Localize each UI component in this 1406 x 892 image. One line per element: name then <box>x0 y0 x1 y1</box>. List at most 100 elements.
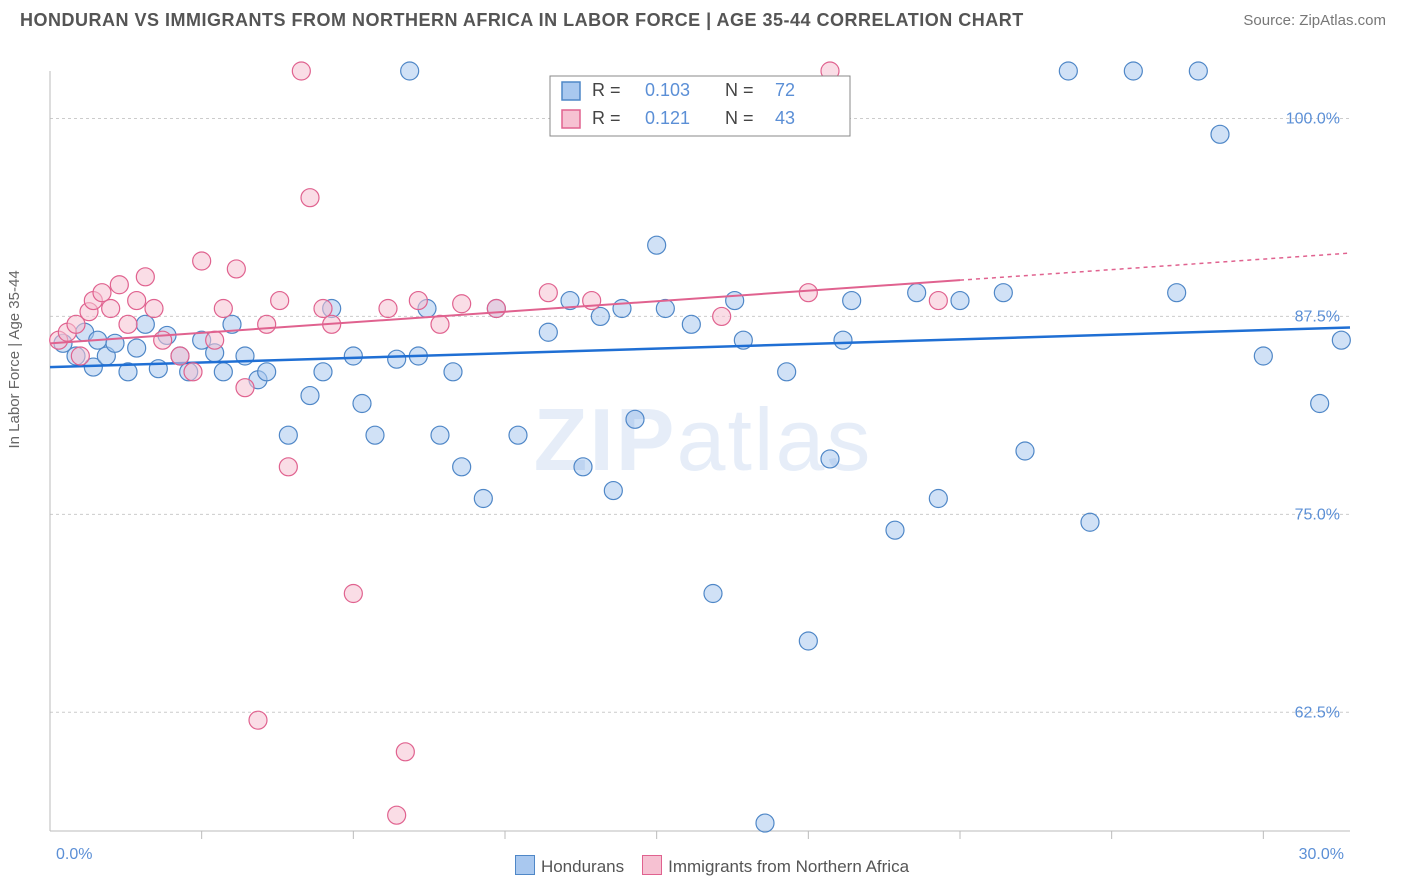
data-point <box>929 292 947 310</box>
data-point <box>487 300 505 318</box>
svg-text:75.0%: 75.0% <box>1295 506 1340 523</box>
data-point <box>344 585 362 603</box>
data-point <box>128 339 146 357</box>
data-point <box>236 379 254 397</box>
data-point <box>1254 347 1272 365</box>
data-point <box>1168 284 1186 302</box>
data-point <box>843 292 861 310</box>
legend-label: Immigrants from Northern Africa <box>668 857 909 876</box>
data-point <box>154 331 172 349</box>
trend-line <box>50 280 960 343</box>
data-point <box>249 711 267 729</box>
legend-swatch <box>515 855 535 875</box>
data-point <box>292 62 310 80</box>
data-point <box>301 387 319 405</box>
chart-title: HONDURAN VS IMMIGRANTS FROM NORTHERN AFR… <box>20 10 1024 31</box>
data-point <box>604 482 622 500</box>
data-point <box>574 458 592 476</box>
data-point <box>279 458 297 476</box>
data-point <box>128 292 146 310</box>
scatter-chart-svg: 62.5%75.0%87.5%100.0%0.0%30.0%R =0.103N … <box>0 31 1406 883</box>
source-link[interactable]: ZipAtlas.com <box>1299 12 1386 29</box>
data-point <box>136 315 154 333</box>
data-point <box>444 363 462 381</box>
data-point <box>704 585 722 603</box>
data-point <box>648 236 666 254</box>
data-point <box>379 300 397 318</box>
data-point <box>1059 62 1077 80</box>
trend-line-dashed <box>960 253 1350 280</box>
data-point <box>136 268 154 286</box>
svg-text:100.0%: 100.0% <box>1286 111 1340 128</box>
data-point <box>271 292 289 310</box>
data-point <box>799 284 817 302</box>
data-point <box>453 295 471 313</box>
data-point <box>1189 62 1207 80</box>
svg-text:43: 43 <box>775 108 795 128</box>
data-point <box>193 252 211 270</box>
data-point <box>539 284 557 302</box>
legend-swatch <box>562 82 580 100</box>
legend-swatch <box>562 110 580 128</box>
svg-text:87.5%: 87.5% <box>1295 308 1340 325</box>
data-point <box>431 426 449 444</box>
data-point <box>1081 513 1099 531</box>
data-point <box>1124 62 1142 80</box>
data-point <box>626 410 644 428</box>
data-point <box>206 331 224 349</box>
svg-text:N =: N = <box>725 80 754 100</box>
data-point <box>834 331 852 349</box>
data-point <box>1211 125 1229 143</box>
data-point <box>171 347 189 365</box>
data-point <box>102 300 120 318</box>
data-point <box>314 363 332 381</box>
data-point <box>951 292 969 310</box>
data-point <box>258 315 276 333</box>
data-point <box>509 426 527 444</box>
bottom-legend: Hondurans Immigrants from Northern Africa <box>0 855 1406 877</box>
data-point <box>539 323 557 341</box>
data-point <box>886 521 904 539</box>
data-point <box>591 307 609 325</box>
data-point <box>396 743 414 761</box>
data-point <box>1311 395 1329 413</box>
svg-text:0.103: 0.103 <box>645 80 690 100</box>
data-point <box>409 292 427 310</box>
data-point <box>929 490 947 508</box>
data-point <box>227 260 245 278</box>
data-point <box>656 300 674 318</box>
svg-text:72: 72 <box>775 80 795 100</box>
chart-area: In Labor Force | Age 35-44 62.5%75.0%87.… <box>0 31 1406 883</box>
data-point <box>1332 331 1350 349</box>
data-point <box>344 347 362 365</box>
data-point <box>821 450 839 468</box>
data-point <box>214 363 232 381</box>
data-point <box>713 307 731 325</box>
svg-text:62.5%: 62.5% <box>1295 704 1340 721</box>
data-point <box>388 806 406 824</box>
svg-text:R =: R = <box>592 108 621 128</box>
source-credit: Source: ZipAtlas.com <box>1243 12 1386 29</box>
data-point <box>994 284 1012 302</box>
data-point <box>93 284 111 302</box>
legend-label: Hondurans <box>541 857 624 876</box>
data-point <box>778 363 796 381</box>
data-point <box>799 632 817 650</box>
data-point <box>682 315 700 333</box>
data-point <box>110 276 128 294</box>
legend-swatch <box>642 855 662 875</box>
data-point <box>431 315 449 333</box>
data-point <box>145 300 163 318</box>
data-point <box>726 292 744 310</box>
data-point <box>214 300 232 318</box>
data-point <box>106 334 124 352</box>
data-point <box>301 189 319 207</box>
svg-text:N =: N = <box>725 108 754 128</box>
data-point <box>71 347 89 365</box>
data-point <box>1016 442 1034 460</box>
svg-text:R =: R = <box>592 80 621 100</box>
data-point <box>314 300 332 318</box>
data-point <box>388 350 406 368</box>
data-point <box>453 458 471 476</box>
data-point <box>119 315 137 333</box>
